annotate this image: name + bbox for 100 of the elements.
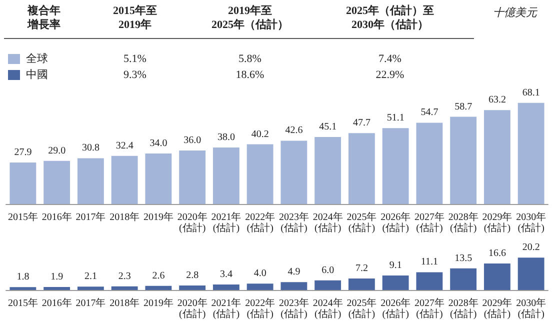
data-label: 3.4 <box>220 269 232 280</box>
x-tick-label: 2022年 (估計) <box>245 211 276 234</box>
bar <box>314 280 342 290</box>
text: 2025年（估計）至 <box>345 4 435 18</box>
data-label: 51.1 <box>386 112 404 124</box>
text: 2015年至 <box>112 4 158 18</box>
data-label: 1.9 <box>50 271 64 282</box>
x-tick-label: 2026年 (估計) <box>380 211 411 234</box>
data-label: 11.1 <box>420 256 438 268</box>
data-label: 40.2 <box>251 128 269 140</box>
x-tick-label: 2028年 (估計) <box>448 297 478 320</box>
bar <box>246 144 274 204</box>
bar <box>484 263 510 290</box>
bar <box>10 287 36 290</box>
data-label: 16.6 <box>488 248 506 259</box>
text: 7.4% <box>378 52 402 66</box>
text: 9.3% <box>122 68 148 82</box>
x-tick-label: 2027年 (估計) <box>414 211 444 234</box>
bar <box>44 160 70 204</box>
data-label: 6.0 <box>322 264 334 276</box>
data-label: 34.0 <box>150 138 168 149</box>
bar <box>10 162 36 204</box>
x-tick-label: 2030年 (估計) <box>516 297 546 320</box>
bar <box>111 156 138 204</box>
legend-label: 全球 <box>25 52 48 66</box>
bar <box>416 122 443 204</box>
data-label: 2.6 <box>152 270 165 282</box>
x-tick-label: 2017年 <box>76 211 106 223</box>
x-tick-label: 2020年 (估計) <box>177 297 208 320</box>
bar <box>212 148 240 204</box>
bar <box>280 140 308 204</box>
bar <box>518 258 544 290</box>
data-label: 7.2 <box>355 262 368 274</box>
x-tick-label: 2019年 <box>143 211 174 223</box>
data-label: 42.6 <box>285 125 303 136</box>
data-label: 32.4 <box>116 140 134 152</box>
text: 十億美元 <box>492 6 538 20</box>
bar <box>44 286 70 290</box>
legend-label: 中國 <box>25 68 48 82</box>
x-tick-label: 2025年 (估計) <box>346 211 377 234</box>
x-tick-label: 2029年 (估計) <box>482 211 512 234</box>
bar <box>314 136 342 204</box>
text: 5.1% <box>122 52 148 66</box>
bar <box>246 284 274 290</box>
x-tick-label: 2016年 <box>42 297 72 309</box>
bar <box>450 268 477 290</box>
x-tick-label: 2022年 (估計) <box>245 297 276 320</box>
x-tick-label: 2029年 (估計) <box>482 297 512 320</box>
x-tick-label: 2021年 (估計) <box>211 211 242 234</box>
text: 2019年至 <box>227 4 273 18</box>
data-label: 2.3 <box>118 270 131 282</box>
data-label: 4.9 <box>288 266 300 278</box>
x-tick-label: 2018年 <box>110 211 140 223</box>
bar <box>77 286 104 290</box>
bar <box>382 128 409 204</box>
bar <box>450 116 477 204</box>
x-tick-label: 2018年 <box>110 297 140 309</box>
x-tick-label: 2023年 (估計) <box>278 211 309 234</box>
bar <box>145 286 172 290</box>
bar <box>518 102 544 204</box>
x-tick-label: 2020年 (估計) <box>177 211 208 234</box>
data-label: 30.8 <box>82 142 100 154</box>
text: 2030年（估計） <box>350 18 430 32</box>
bar <box>348 278 375 290</box>
text: 5.8% <box>238 52 262 66</box>
x-tick-label: 2017年 <box>76 297 106 309</box>
data-label: 36.0 <box>184 135 202 146</box>
data-label: 2.8 <box>186 270 199 282</box>
data-label: 47.7 <box>352 118 370 129</box>
bar <box>484 110 510 204</box>
bar <box>111 286 138 290</box>
x-tick-label: 2028年 (估計) <box>448 211 478 234</box>
x-tick-label: 2026年 (估計) <box>380 297 411 320</box>
text: 增長率 <box>26 18 62 32</box>
data-label: 4.0 <box>254 268 266 280</box>
text: 22.9% <box>374 68 406 82</box>
bar <box>212 284 240 290</box>
x-tick-label: 2015年 <box>8 297 38 309</box>
x-tick-label: 2027年 (估計) <box>414 297 444 320</box>
bar <box>416 272 443 290</box>
data-label: 29.0 <box>48 145 66 156</box>
bar <box>382 275 409 290</box>
bar <box>179 286 206 290</box>
text: 2019年 <box>118 18 152 32</box>
data-label: 68.1 <box>522 87 540 98</box>
x-tick-label: 2023年 (估計) <box>278 297 309 320</box>
data-label: 13.5 <box>454 252 472 264</box>
x-tick-label: 2016年 <box>42 211 72 223</box>
bar <box>179 150 206 204</box>
data-label: 38.0 <box>217 132 235 144</box>
data-label: 58.7 <box>454 101 472 112</box>
text: 複合年 <box>26 4 62 18</box>
x-tick-label: 2019年 <box>143 297 174 309</box>
data-label: 27.9 <box>14 147 32 158</box>
bar <box>77 158 104 204</box>
x-tick-label: 2021年 (估計) <box>211 297 242 320</box>
x-tick-label: 2024年 (估計) <box>312 297 343 320</box>
data-label: 2.1 <box>84 271 97 282</box>
data-label: 45.1 <box>319 121 337 132</box>
bar <box>348 133 375 204</box>
